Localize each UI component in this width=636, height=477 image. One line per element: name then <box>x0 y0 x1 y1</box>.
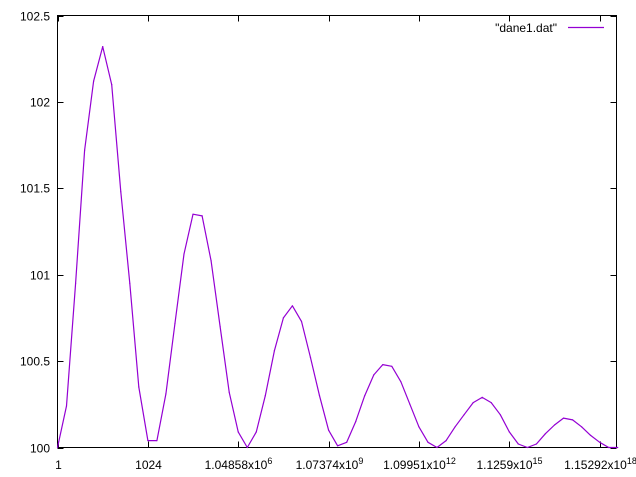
y-tick-label: 102 <box>30 96 50 110</box>
data-point <box>93 80 95 82</box>
data-point <box>219 325 221 328</box>
data-point <box>282 317 284 319</box>
data-point <box>535 443 538 445</box>
data-point <box>201 215 203 217</box>
data-point <box>382 364 384 366</box>
data-point <box>355 421 357 423</box>
data-point <box>526 446 529 449</box>
y-tick-label: 101.5 <box>20 182 50 196</box>
data-point <box>120 191 122 193</box>
data-point <box>418 426 420 428</box>
data-point <box>300 320 303 322</box>
data-point <box>246 446 248 449</box>
y-tick-label: 100 <box>30 442 50 456</box>
data-point <box>237 431 239 433</box>
data-point <box>427 441 429 443</box>
data-point <box>210 260 212 262</box>
data-point <box>174 322 176 324</box>
data-point <box>517 443 519 445</box>
data-point <box>138 386 140 388</box>
data-point <box>75 282 77 284</box>
data-point <box>147 440 149 442</box>
x-tick-label: 1024 <box>135 458 162 472</box>
data-point <box>228 391 230 393</box>
data-point <box>599 441 601 443</box>
x-tick-label: 1.04858x106 <box>205 456 273 472</box>
data-point <box>328 429 330 431</box>
data-point <box>508 431 510 433</box>
y-tick-label: 100.5 <box>20 355 50 369</box>
data-point <box>445 440 447 442</box>
data-point <box>499 414 501 416</box>
data-point <box>183 253 185 255</box>
data-point <box>481 396 483 398</box>
data-point <box>590 434 592 436</box>
y-tick-label: 102.5 <box>20 10 50 24</box>
legend: "dane1.dat" <box>495 21 604 35</box>
data-point <box>346 441 348 443</box>
legend-label: "dane1.dat" <box>495 21 557 35</box>
data-point <box>264 395 266 397</box>
data-point <box>255 431 257 433</box>
data-point <box>192 213 194 215</box>
data-point <box>273 350 275 352</box>
x-tick-label: 1 <box>55 458 62 472</box>
data-point <box>56 446 59 449</box>
data-point <box>309 357 312 359</box>
series-group <box>56 45 619 449</box>
data-point <box>364 395 366 397</box>
y-tick-label: 101 <box>30 269 50 283</box>
data-point <box>337 445 339 447</box>
series-line <box>56 45 618 449</box>
data-point <box>436 446 438 449</box>
plot-frame <box>57 15 617 448</box>
data-point <box>156 440 158 442</box>
data-point <box>490 402 492 404</box>
data-point <box>373 374 375 376</box>
x-tick-label: 1.15292x1018 <box>564 456 636 472</box>
x-tick-label: 1.1259x1015 <box>476 456 542 472</box>
data-point <box>129 282 131 284</box>
data-point <box>608 446 610 449</box>
data-point <box>391 365 393 367</box>
data-point <box>562 417 565 419</box>
data-point <box>65 405 68 407</box>
data-point <box>318 395 321 397</box>
data-point <box>102 46 104 48</box>
x-tick-label: 1.09951x1012 <box>383 456 456 472</box>
y-axis: 100 100.5 101 101.5 102 102.5 <box>20 10 617 456</box>
x-tick-label: 1.07374x109 <box>296 456 364 472</box>
data-point <box>409 403 411 405</box>
data-point <box>544 433 547 435</box>
data-point <box>472 402 474 404</box>
data-point <box>617 446 619 449</box>
x-axis: 1 1024 1.04858x106 1.07374x109 1.09951x1012 1… <box>55 15 636 472</box>
data-point <box>165 393 167 395</box>
data-point <box>463 414 465 416</box>
data-point <box>291 305 293 307</box>
data-point <box>572 419 574 421</box>
data-point <box>84 149 86 151</box>
data-point <box>111 84 113 86</box>
data-point <box>400 381 402 383</box>
data-point <box>581 426 583 428</box>
data-point <box>553 424 556 426</box>
data-point <box>454 426 456 428</box>
